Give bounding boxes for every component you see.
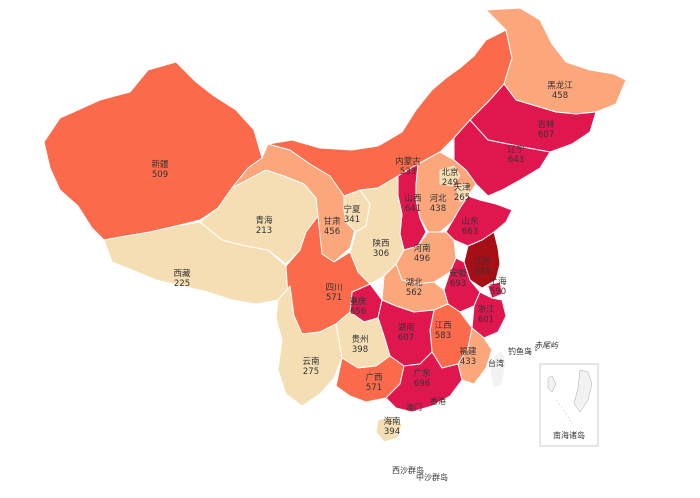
region-beijing[interactable] [439,165,461,187]
value-liaoning: 643 [508,155,524,165]
value-henan: 496 [414,254,430,264]
label-ningxia: 宁夏 [343,204,361,215]
value-chongqing: 656 [350,307,366,317]
label-chiweiyu: 赤尾屿 [534,341,559,350]
label-fujian: 福建 [459,346,477,357]
label-shandong: 山东 [461,216,478,227]
label-guangdong: 广东 [413,368,430,379]
label-henan: 河南 [413,243,430,254]
value-hebei: 438 [430,204,446,214]
label-gansu: 甘肃 [323,216,341,227]
value-guizhou: 398 [352,345,368,355]
value-hainan: 394 [384,427,400,437]
value-neimenggu: 533 [400,167,416,177]
value-guangxi: 571 [366,383,382,393]
label-tianjin: 天津 [453,182,471,193]
value-gansu: 456 [324,227,340,237]
label-taiwan: 台湾 [488,358,504,368]
label-zhejiang: 浙江 [477,304,495,315]
value-jilin: 607 [538,130,554,140]
label-hainan: 海南 [383,416,400,427]
province-layer [43,7,627,443]
label-xianggang: 香港 [430,396,446,406]
label-qinghai: 青海 [255,215,273,226]
value-heilongjiang: 458 [552,91,568,101]
label-jiangxi: 江西 [434,321,451,331]
value-shanghai: 590 [490,287,506,297]
label-xizang: 西藏 [173,268,191,279]
label-beijing: 北京 [441,167,458,178]
region-guangdong[interactable] [385,351,463,413]
label-shanghai: 上海 [489,276,507,287]
label-xisha: 西沙群岛 [392,465,424,475]
value-beijing: 249 [442,178,458,188]
value-jiangxi: 583 [435,331,451,341]
south-china-sea-inset: 南海诸岛 [539,363,599,447]
label-diaoyudao: 钓鱼岛 [508,346,532,356]
nanhai-label: 南海诸岛 [553,430,585,440]
label-sichuan: 四川 [325,283,342,293]
label-hebei: 河北 [429,193,447,204]
value-guangdong: 696 [414,379,430,389]
diaoyu-islands [527,349,537,354]
label-guangxi: 广西 [365,372,382,383]
label-jiangsu: 江苏 [473,256,491,267]
value-shandong: 663 [462,227,478,237]
value-xinjiang: 509 [152,170,168,180]
region-fujian[interactable] [457,327,493,385]
label-chongqing: 重庆 [349,296,367,307]
region-yunnan[interactable] [275,285,343,407]
value-jiangsu: 939 [474,267,490,277]
label-hubei: 湖北 [405,278,423,288]
value-tianjin: 265 [454,193,470,203]
label-zhongsha: 中沙群岛 [416,472,448,482]
value-shaanxi: 306 [373,249,389,259]
value-qinghai: 213 [256,226,272,236]
value-ningxia: 341 [344,215,360,225]
label-jilin: 吉林 [537,119,555,130]
label-xinjiang: 新疆 [151,159,169,170]
label-aomen: 澳门 [406,402,422,412]
value-hunan: 607 [398,333,414,343]
label-anhui: 安徽 [449,268,467,279]
value-fujian: 433 [460,357,476,367]
region-shanghai[interactable] [487,281,503,299]
region-hainan[interactable] [375,415,403,443]
value-yunnan: 275 [303,367,319,377]
value-shanxi: 641 [405,204,421,214]
label-yunnan: 云南 [302,356,319,367]
region-heilongjiang[interactable] [485,7,627,115]
label-neimenggu: 内蒙古 [395,156,421,167]
label-shaanxi: 陕西 [372,238,389,249]
value-hubei: 562 [406,288,422,298]
label-heilongjiang: 黑龙江 [547,80,573,91]
label-liaoning: 辽宁 [507,144,524,155]
label-guizhou: 贵州 [351,334,368,345]
label-hunan: 湖南 [397,322,414,333]
region-taiwan [489,349,507,389]
value-zhejiang: 601 [478,315,494,325]
label-shanxi: 山西 [404,193,421,204]
value-xizang: 225 [174,279,190,289]
value-anhui: 693 [450,279,466,289]
value-sichuan: 571 [326,293,342,303]
province-labels: 新疆 509 西藏 225 青海 213 甘肃 456 宁夏 341 内蒙古 5… [151,80,573,482]
